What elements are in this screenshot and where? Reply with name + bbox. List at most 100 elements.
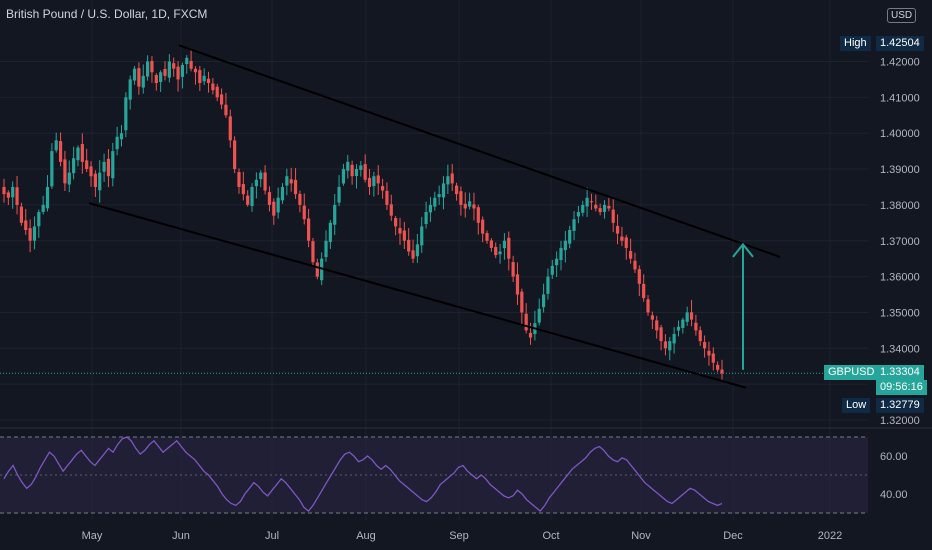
rsi-tick-label: 60.00 <box>880 451 908 463</box>
price-axis[interactable]: 1.320001.330001.340001.350001.360001.370… <box>880 57 920 502</box>
candle-body <box>507 237 511 259</box>
month-tick-label: Nov <box>631 530 651 542</box>
candle-body <box>620 236 624 241</box>
candle-body <box>159 72 163 83</box>
candle-body <box>446 176 450 185</box>
price-tick-label: 1.32000 <box>880 415 920 427</box>
candle-body <box>293 179 298 195</box>
candle-body <box>206 78 211 84</box>
candle-body <box>494 246 498 256</box>
candle-body <box>489 240 493 248</box>
candle-body <box>676 326 681 331</box>
price-tick-label: 1.37000 <box>880 236 920 248</box>
rsi-pane <box>0 427 932 514</box>
candle-body <box>307 218 311 241</box>
month-tick-label: Dec <box>723 530 743 542</box>
candle-body <box>376 175 380 184</box>
candle-body <box>276 197 280 213</box>
candle-body <box>233 140 237 170</box>
currency-button[interactable]: USD <box>887 8 917 23</box>
candle-body <box>685 312 689 322</box>
candle-body <box>180 65 185 77</box>
candle-body <box>328 222 332 242</box>
candle-body <box>76 147 80 161</box>
candle-body <box>563 240 567 251</box>
candle-body <box>720 369 724 374</box>
candle-body <box>24 220 28 230</box>
candle-body <box>694 322 698 331</box>
candle-body <box>380 186 385 191</box>
channel-trendlines[interactable] <box>88 44 781 389</box>
candle-body <box>716 364 720 370</box>
candle-body <box>437 194 441 198</box>
candle-body <box>637 269 641 284</box>
candle-body <box>111 151 115 179</box>
candle-body <box>528 332 533 338</box>
low-label: Low <box>842 398 871 413</box>
candle-body <box>481 219 485 234</box>
candle-body <box>72 158 76 174</box>
candle-body <box>337 186 341 203</box>
candle-body <box>324 240 328 258</box>
candle-body <box>63 159 67 184</box>
candle-body <box>454 185 459 195</box>
candle-body <box>163 68 167 76</box>
candle-body <box>285 176 289 186</box>
candle-body <box>132 68 137 81</box>
candle-body <box>363 164 367 180</box>
candle-body <box>19 206 24 223</box>
candle-body <box>246 195 250 205</box>
candle-body <box>215 86 219 98</box>
candle-body <box>655 320 659 331</box>
candle-body <box>202 75 206 82</box>
candle-body <box>250 186 254 207</box>
upper-trendline <box>178 44 781 258</box>
candle-body <box>646 299 650 313</box>
candle-body <box>398 228 402 234</box>
candle-body <box>172 63 176 69</box>
candle-body <box>263 172 267 191</box>
candle-body <box>594 204 598 209</box>
candle-body <box>67 172 71 185</box>
candlestick-series <box>2 48 724 380</box>
candle-body <box>463 203 467 209</box>
candle-body <box>402 230 406 241</box>
candle-body <box>707 350 711 356</box>
low-value: 1.32779 <box>876 398 924 413</box>
chart-title: British Pound / U.S. Dollar, 1D, FXCM <box>6 7 208 21</box>
candle-body <box>589 201 594 203</box>
candle-body <box>315 262 319 277</box>
candle-body <box>289 179 293 184</box>
time-axis[interactable]: May Jun Jul Aug Sep Oct Nov Dec 2022 <box>82 530 843 542</box>
candle-body <box>663 341 668 349</box>
candle-body <box>106 158 111 177</box>
candle-body <box>642 283 646 299</box>
candle-body <box>237 172 241 187</box>
candle-body <box>37 212 41 227</box>
candle-body <box>80 144 84 162</box>
candle-body <box>459 191 463 205</box>
candle-body <box>15 187 19 205</box>
candle-body <box>254 179 258 187</box>
candle-body <box>411 250 415 259</box>
candle-body <box>367 177 372 187</box>
candle-body <box>93 173 97 187</box>
candle-body <box>485 233 489 241</box>
candle-body <box>555 258 559 266</box>
candle-body <box>585 197 589 207</box>
candle-body <box>128 79 132 100</box>
candle-body <box>407 239 411 252</box>
high-value: 1.42504 <box>876 36 924 51</box>
candle-body <box>515 274 520 295</box>
candle-body <box>581 204 585 213</box>
lower-trendline <box>88 202 747 389</box>
candle-body <box>298 193 302 205</box>
candle-body <box>615 225 620 234</box>
candle-body <box>572 219 576 231</box>
candle-body <box>550 265 554 275</box>
candle-body <box>11 186 15 198</box>
candle-body <box>211 83 215 91</box>
candle-body <box>98 172 102 191</box>
candle-body <box>711 353 715 363</box>
